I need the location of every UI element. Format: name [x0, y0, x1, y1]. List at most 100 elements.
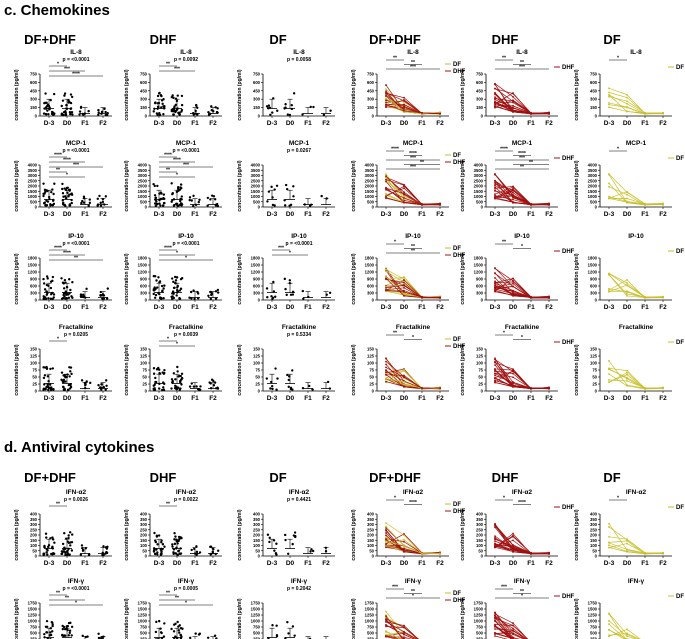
line-point: [494, 616, 496, 619]
line-point: [403, 103, 405, 106]
data-point: [67, 541, 71, 545]
line-point: [403, 292, 405, 295]
data-point: [212, 195, 216, 198]
y-tick-label: 500: [367, 631, 375, 636]
legend-df: DF: [676, 340, 684, 346]
line-point: [494, 173, 496, 176]
data-point: [170, 95, 174, 99]
data-point: [163, 382, 166, 386]
data-point: [69, 370, 72, 373]
data-point: [170, 378, 174, 381]
data-point: [61, 192, 65, 195]
y-tick-label: 3000: [365, 173, 375, 178]
y-tick-label: 450: [590, 88, 598, 93]
y-tick-label: 1500: [474, 607, 484, 612]
y-tick-label: 300: [140, 522, 148, 527]
data-point: [46, 103, 50, 106]
x-tick-label: D-3: [267, 560, 278, 567]
line-point: [403, 375, 405, 378]
patient-line: [494, 272, 550, 298]
y-tick-label: 0: [258, 114, 261, 119]
data-point: [271, 297, 274, 301]
y-tick-label: 2000: [474, 184, 484, 189]
data-point: [178, 199, 182, 203]
data-point: [68, 531, 72, 534]
significance-star: *: [617, 146, 619, 152]
y-tick-label: 150: [590, 105, 598, 110]
significance-star: ****: [63, 250, 71, 256]
line-point: [385, 92, 387, 95]
y-tick-label: 100: [253, 543, 261, 548]
y-tick-label: 1500: [474, 189, 484, 194]
data-point: [70, 625, 74, 629]
x-tick-label: F2: [322, 560, 330, 567]
line-point: [626, 96, 628, 99]
line-point: [626, 549, 628, 551]
line-point: [494, 197, 496, 200]
data-point: [47, 388, 50, 392]
data-point: [69, 366, 73, 369]
y-tick-label: 2500: [365, 178, 375, 183]
data-point: [152, 274, 156, 278]
y-tick-label: 250: [476, 527, 484, 532]
data-point: [152, 372, 156, 375]
y-tick-label: 150: [590, 538, 598, 543]
line-point: [494, 92, 496, 95]
data-point: [156, 551, 159, 554]
line-point: [385, 188, 387, 191]
data-point: [45, 101, 48, 104]
data-point: [159, 204, 162, 207]
line-point: [494, 196, 496, 199]
data-point: [50, 386, 53, 389]
data-point: [178, 631, 181, 634]
data-point: [157, 276, 160, 279]
x-tick-label: D0: [63, 120, 72, 127]
line-point: [403, 624, 405, 627]
data-point: [197, 292, 200, 295]
y-tick-label: 1500: [365, 189, 375, 194]
line-point: [626, 102, 628, 105]
line-point: [494, 377, 496, 380]
patient-line: [608, 536, 664, 554]
significance-star: ****: [173, 157, 181, 163]
line-point: [626, 278, 628, 281]
x-tick-label: F2: [436, 304, 444, 311]
data-point: [286, 620, 289, 624]
line-point: [512, 198, 514, 201]
y-tick-label: 300: [476, 97, 484, 102]
x-tick-label: F2: [659, 304, 667, 311]
data-point: [320, 194, 323, 198]
y-tick-label: 150: [367, 347, 375, 352]
y-tick-label: 50: [255, 375, 260, 380]
y-axis-label: concentration (pg/ml): [351, 598, 357, 639]
data-point: [174, 535, 177, 538]
panel-title: IL-8: [407, 49, 419, 56]
data-point: [275, 624, 278, 627]
x-tick-label: D0: [400, 304, 409, 311]
x-tick-label: F1: [418, 395, 426, 402]
data-point: [156, 94, 160, 98]
y-tick-label: 750: [30, 72, 38, 77]
y-tick-label: 900: [367, 277, 375, 282]
y-tick-label: 4000: [251, 163, 261, 168]
data-point: [159, 548, 162, 551]
y-tick-label: 1500: [251, 607, 261, 612]
y-tick-label: 0: [372, 205, 375, 210]
data-point: [106, 287, 109, 290]
data-point: [88, 198, 91, 201]
y-tick-label: 1800: [28, 256, 38, 261]
y-tick-label: 1250: [588, 613, 598, 618]
y-tick-label: 500: [590, 199, 598, 204]
line-point: [494, 83, 496, 86]
line-point: [608, 197, 610, 200]
x-tick-label: F1: [641, 120, 649, 127]
x-tick-label: F1: [304, 211, 312, 218]
line-point: [385, 522, 387, 525]
significance-star: **: [420, 160, 424, 166]
data-point: [287, 385, 290, 389]
y-tick-label: 0: [481, 114, 484, 119]
x-tick-label: F2: [209, 304, 217, 311]
data-point: [271, 624, 274, 627]
panel-ifn-2: IFN-α2 concentration (pg/ml) 0501001502002…: [460, 489, 575, 567]
